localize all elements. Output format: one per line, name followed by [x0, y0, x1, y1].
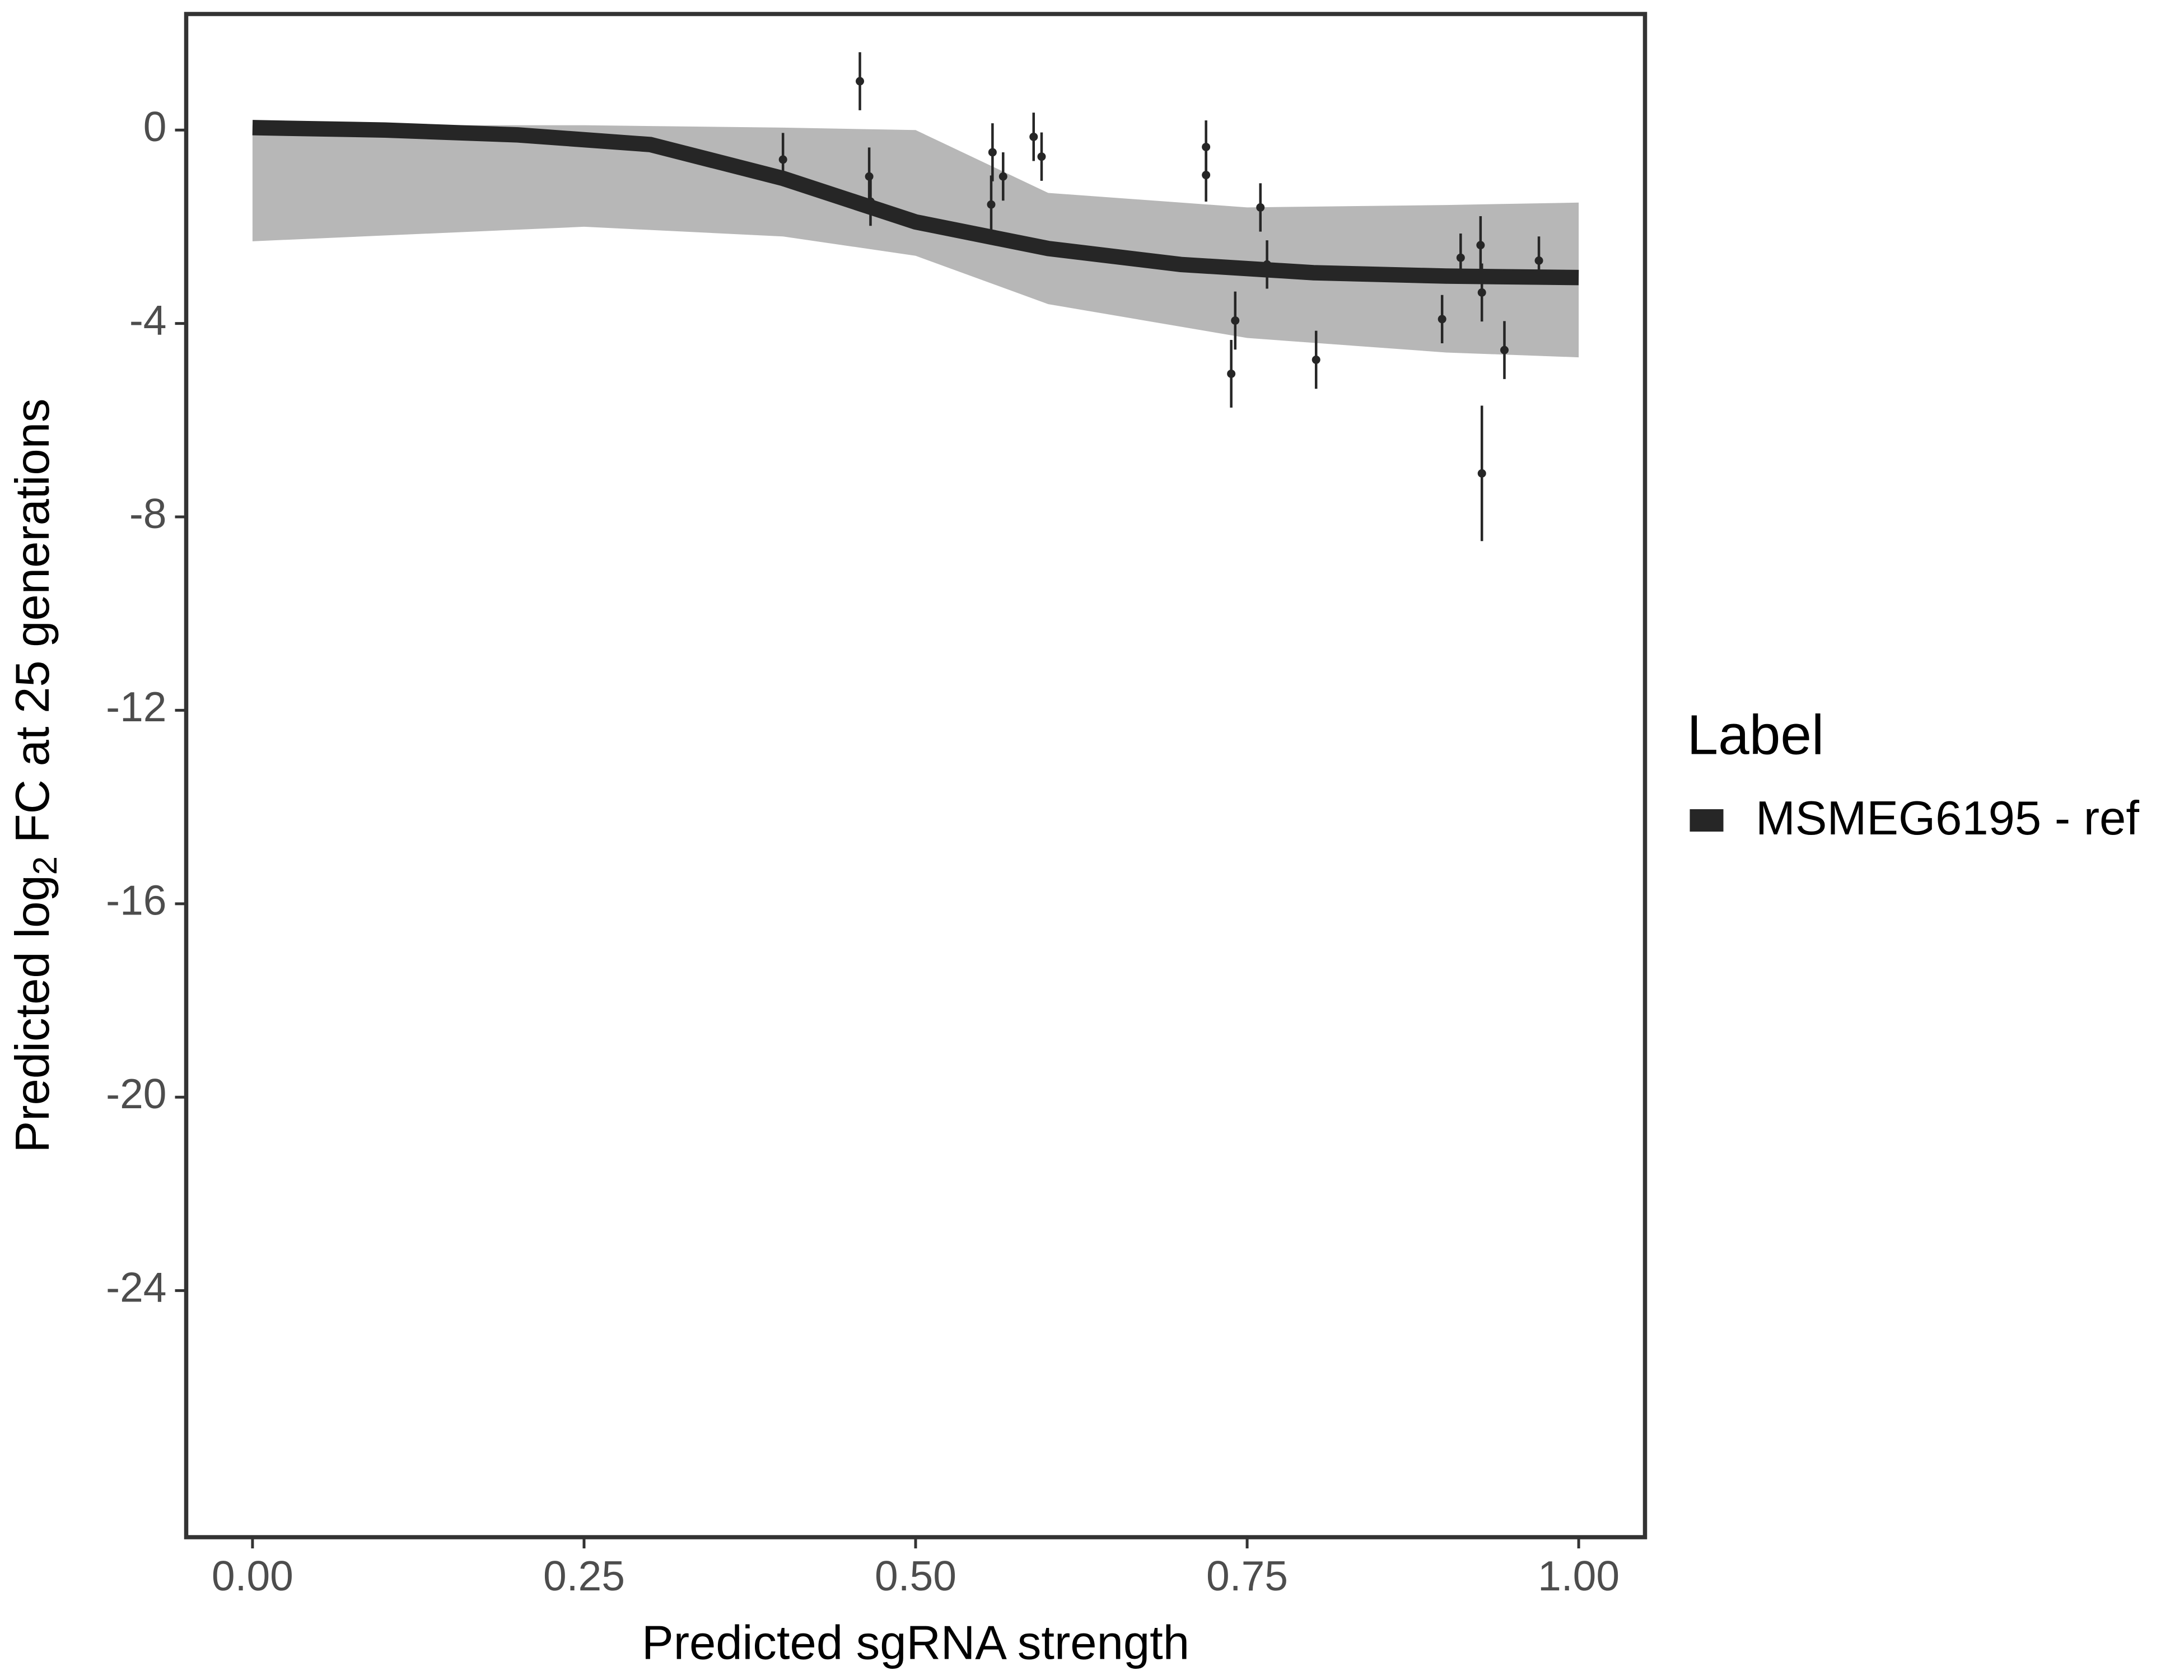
y-axis-label: Predicted log2 FC at 25 generations — [6, 399, 63, 1153]
point — [998, 172, 1007, 181]
x-tick-label: 0.50 — [875, 1552, 956, 1599]
point — [1476, 241, 1485, 250]
point — [987, 200, 996, 209]
x-tick-label: 0.00 — [212, 1552, 293, 1599]
y-tick-label: -24 — [106, 1263, 166, 1310]
point — [865, 172, 874, 181]
x-tick-label: 0.25 — [543, 1552, 625, 1599]
point — [856, 77, 865, 86]
point — [1037, 152, 1046, 161]
point — [988, 148, 997, 157]
point — [1231, 316, 1240, 325]
point — [1029, 132, 1038, 141]
y-label-part: Predicted log — [6, 875, 59, 1152]
x-tick-label: 1.00 — [1538, 1552, 1620, 1599]
y-tick-label: -20 — [106, 1070, 166, 1117]
point — [1534, 256, 1543, 265]
point — [1202, 142, 1211, 151]
point — [1456, 253, 1465, 262]
point — [866, 197, 875, 206]
point — [778, 155, 787, 164]
point — [1202, 171, 1211, 180]
point — [1312, 355, 1320, 364]
point — [1500, 346, 1509, 354]
y-tick-label: 0 — [143, 103, 167, 150]
x-axis-label: Predicted sgRNA strength — [642, 1616, 1189, 1669]
legend-key — [1690, 809, 1724, 832]
y-tick-label: -8 — [129, 490, 167, 537]
point — [1227, 369, 1236, 378]
point — [1477, 469, 1486, 478]
point — [1438, 315, 1446, 324]
y-tick-label: -12 — [106, 683, 166, 730]
y-label-part: FC at 25 generations — [6, 399, 59, 856]
point — [1477, 288, 1486, 297]
x-tick-label: 0.75 — [1206, 1552, 1288, 1599]
y-label-sub: 2 — [26, 856, 64, 875]
y-tick-label: -16 — [106, 877, 166, 924]
legend-label: MSMEG6195 - ref — [1756, 792, 2139, 845]
posterior-band — [252, 125, 1579, 358]
legend-title: Label — [1687, 703, 1824, 766]
fit-line — [252, 120, 1579, 286]
point — [1256, 203, 1265, 212]
y-tick-label: -4 — [129, 296, 167, 343]
point — [1263, 260, 1272, 269]
